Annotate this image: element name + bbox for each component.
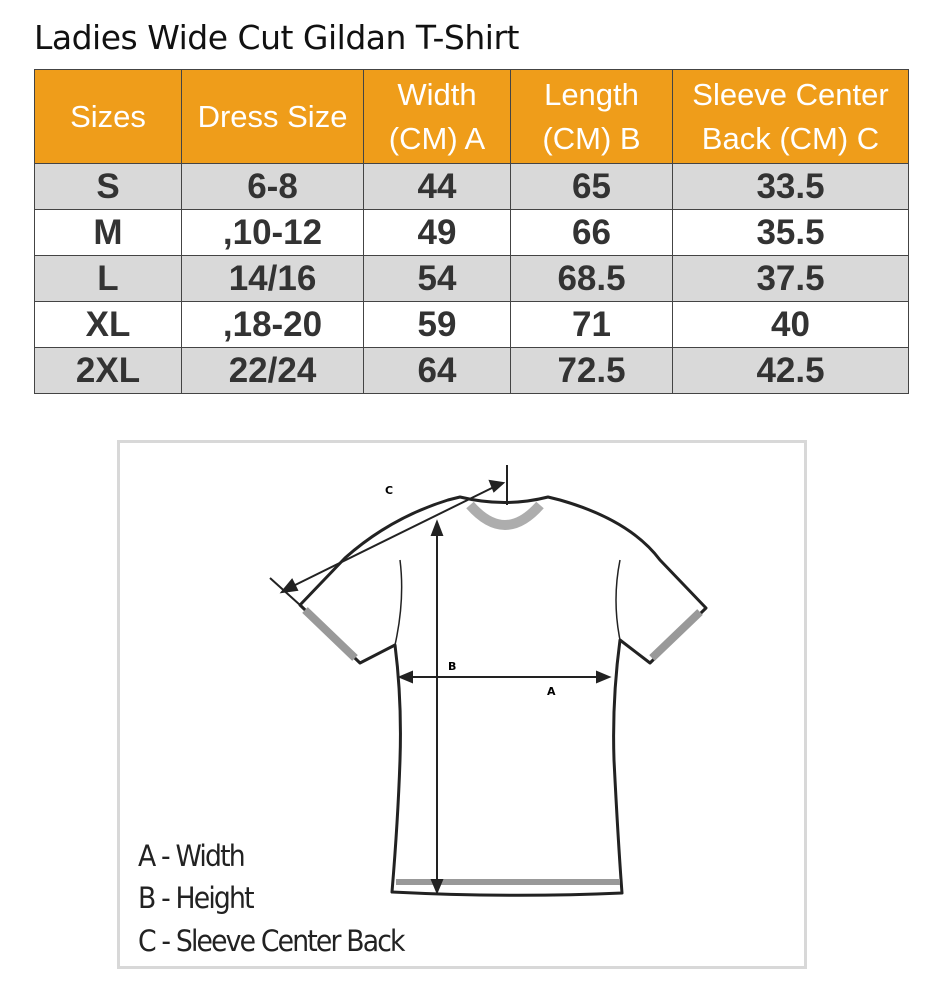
cell-size: XL	[34, 301, 182, 348]
tshirt-outline-icon: B A C	[269, 465, 708, 897]
cell-dress: ,18-20	[181, 301, 364, 348]
cell-size: S	[34, 163, 182, 210]
table-row: L 14/16 54 68.5 37.5	[34, 255, 909, 302]
cell-sleeve: 35.5	[672, 209, 909, 256]
page-title: Ladies Wide Cut Gildan T-Shirt	[34, 18, 519, 57]
cell-dress: ,10-12	[181, 209, 364, 256]
header-sleeve: Sleeve Center Back (CM) C	[672, 69, 909, 164]
cell-dress: 22/24	[181, 347, 364, 394]
cell-sleeve: 40	[672, 301, 909, 348]
table-header-row: Sizes Dress Size Width (CM) A Length (CM) …	[34, 69, 909, 164]
cell-sleeve: 37.5	[672, 255, 909, 302]
legend-width: A - Width	[138, 839, 246, 873]
cell-length: 72.5	[510, 347, 673, 394]
tshirt-measurement-diagram: B A C A - Width B - Height C - Sleeve Ce…	[117, 440, 807, 969]
cell-dress: 14/16	[181, 255, 364, 302]
header-length: Length (CM) B	[510, 69, 673, 164]
cell-length: 68.5	[510, 255, 673, 302]
label-a: A	[547, 685, 556, 698]
table-row: M ,10-12 49 66 35.5	[34, 209, 909, 256]
header-text: (CM) B	[542, 120, 641, 156]
cell-sleeve: 33.5	[672, 163, 909, 210]
legend-height: B - Height	[138, 881, 255, 915]
label-c: C	[385, 484, 393, 497]
header-sizes: Sizes	[34, 69, 182, 164]
cell-size: L	[34, 255, 182, 302]
cell-length: 66	[510, 209, 673, 256]
cell-width: 64	[363, 347, 511, 394]
header-width: Width (CM) A	[363, 69, 511, 164]
header-text: Dress Size	[197, 98, 348, 134]
cell-size: M	[34, 209, 182, 256]
table-row: XL ,18-20 59 71 40	[34, 301, 909, 348]
cell-sleeve: 42.5	[672, 347, 909, 394]
cell-length: 65	[510, 163, 673, 210]
cell-length: 71	[510, 301, 673, 348]
cell-size: 2XL	[34, 347, 182, 394]
size-chart-table: Sizes Dress Size Width (CM) A Length (CM) …	[34, 69, 909, 394]
cell-width: 49	[363, 209, 511, 256]
legend-sleeve: C - Sleeve Center Back	[138, 924, 405, 958]
table-row: 2XL 22/24 64 72.5 42.5	[34, 347, 909, 394]
header-text: Width	[397, 76, 477, 112]
table-row: S 6-8 44 65 33.5	[34, 163, 909, 210]
header-dress-size: Dress Size	[181, 69, 364, 164]
cell-width: 54	[363, 255, 511, 302]
header-text: (CM) A	[388, 120, 486, 156]
cell-dress: 6-8	[181, 163, 364, 210]
header-text: Length	[544, 76, 639, 112]
label-b: B	[448, 660, 456, 673]
cell-width: 44	[363, 163, 511, 210]
cell-width: 59	[363, 301, 511, 348]
header-text: Sizes	[70, 98, 146, 134]
header-text: Sleeve Center	[692, 76, 889, 112]
header-text: Back (CM) C	[701, 120, 880, 156]
